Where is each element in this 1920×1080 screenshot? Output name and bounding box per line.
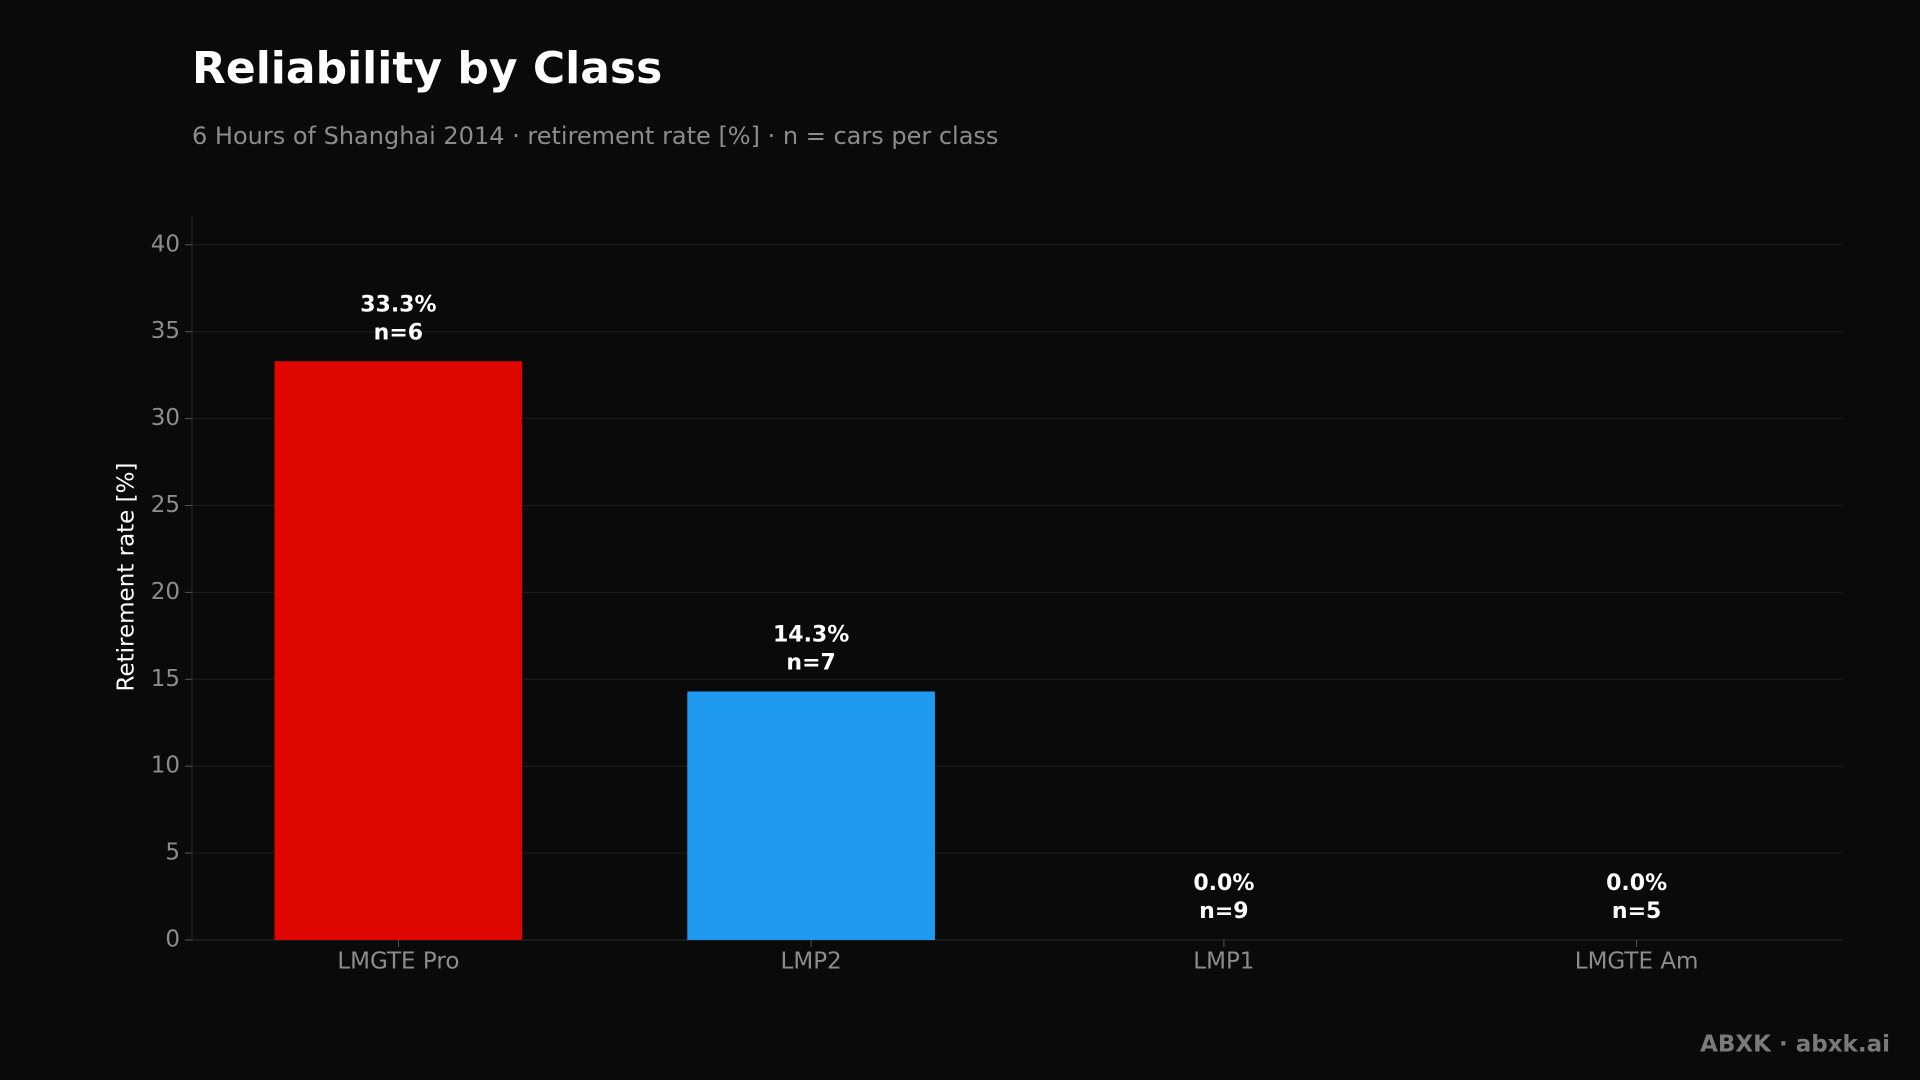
- y-tick-label: 25: [151, 492, 180, 518]
- count-label: n=9: [1199, 899, 1248, 924]
- value-label: 33.3%: [360, 292, 436, 317]
- value-label: 0.0%: [1606, 871, 1667, 896]
- y-tick-label: 35: [151, 318, 180, 344]
- value-label: 0.0%: [1193, 871, 1254, 896]
- y-tick-label: 0: [165, 927, 180, 953]
- bar: [274, 361, 523, 940]
- footer: ABXK · abxk.ai: [1700, 1032, 1890, 1058]
- x-tick-label: LMP2: [781, 949, 842, 975]
- y-tick-label: 15: [151, 666, 180, 692]
- count-label: n=7: [786, 650, 835, 675]
- x-tick-label: LMP1: [1193, 949, 1254, 975]
- x-tick-label: LMGTE Am: [1575, 949, 1699, 975]
- chart-title: Reliability by Class: [192, 43, 662, 94]
- y-tick-label: 5: [165, 840, 180, 866]
- chart-subtitle: 6 Hours of Shanghai 2014 · retirement ra…: [192, 122, 998, 150]
- value-label: 14.3%: [773, 622, 849, 647]
- y-tick-label: 40: [151, 231, 180, 257]
- count-label: n=5: [1612, 899, 1661, 924]
- count-label: n=6: [374, 320, 423, 345]
- bar: [687, 691, 935, 940]
- x-tick-label: LMGTE Pro: [337, 949, 459, 975]
- y-tick-label: 10: [151, 753, 180, 779]
- y-tick-label: 20: [151, 579, 180, 605]
- y-tick-label: 30: [151, 405, 180, 431]
- y-axis-label: Retirement rate [%]: [114, 463, 140, 692]
